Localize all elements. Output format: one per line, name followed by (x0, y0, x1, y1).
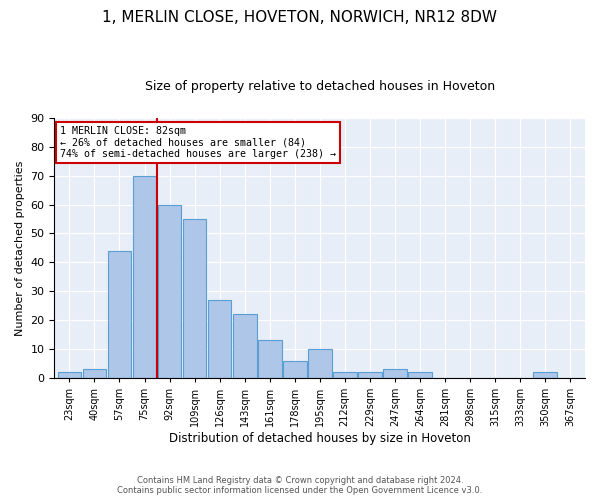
Bar (158, 204, 181, 378)
Bar (533, 372, 557, 378)
Bar (283, 360, 307, 378)
Bar (408, 372, 432, 378)
Bar (358, 372, 382, 378)
Text: Contains HM Land Registry data © Crown copyright and database right 2024.
Contai: Contains HM Land Registry data © Crown c… (118, 476, 482, 495)
Bar (208, 300, 232, 378)
Bar (258, 340, 281, 378)
Bar (383, 370, 407, 378)
Text: 1, MERLIN CLOSE, HOVETON, NORWICH, NR12 8DW: 1, MERLIN CLOSE, HOVETON, NORWICH, NR12 … (103, 10, 497, 25)
X-axis label: Distribution of detached houses by size in Hoveton: Distribution of detached houses by size … (169, 432, 470, 445)
Bar (58, 372, 82, 378)
Bar (308, 349, 332, 378)
Bar (182, 219, 206, 378)
Bar (83, 370, 106, 378)
Bar (133, 176, 157, 378)
Text: 1 MERLIN CLOSE: 82sqm
← 26% of detached houses are smaller (84)
74% of semi-deta: 1 MERLIN CLOSE: 82sqm ← 26% of detached … (60, 126, 336, 159)
Title: Size of property relative to detached houses in Hoveton: Size of property relative to detached ho… (145, 80, 495, 93)
Bar (107, 251, 131, 378)
Bar (333, 372, 356, 378)
Y-axis label: Number of detached properties: Number of detached properties (15, 160, 25, 336)
Bar (233, 314, 257, 378)
